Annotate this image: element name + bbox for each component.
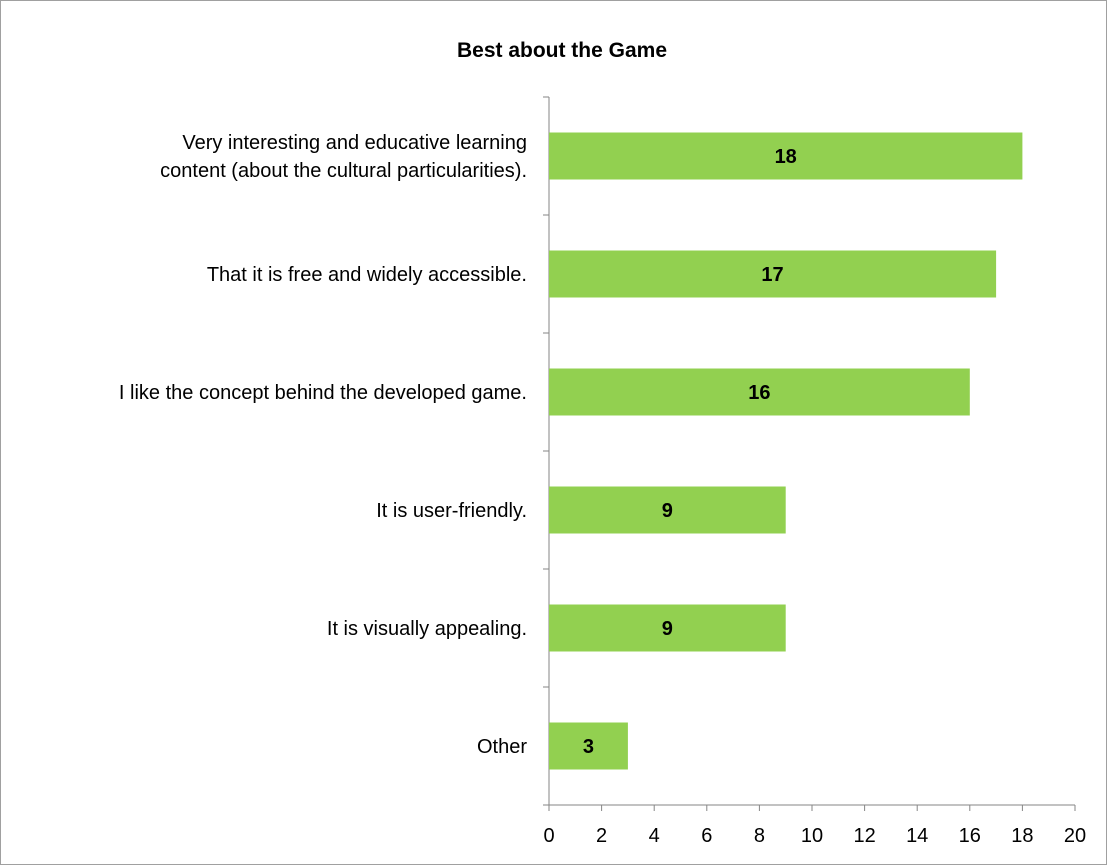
- data-label: 16: [748, 382, 770, 404]
- category-label: I like the concept behind the developed …: [119, 382, 527, 404]
- data-label: 18: [775, 146, 797, 168]
- bar: [549, 250, 997, 298]
- x-tick-label: 12: [853, 825, 875, 847]
- x-axis: 0 2 4 6 8 10 12 14 16 18 20: [543, 804, 1086, 847]
- data-label: 3: [583, 736, 594, 758]
- category-label: Very interesting and educative learning: [182, 132, 527, 154]
- data-label: 9: [662, 618, 673, 640]
- x-tick-label: 0: [543, 825, 554, 847]
- x-tick-label: 16: [959, 825, 981, 847]
- category-label: content (about the cultural particularit…: [160, 160, 527, 182]
- x-tick-label: 8: [754, 825, 765, 847]
- bar: [549, 722, 628, 770]
- category-label: Other: [477, 736, 527, 758]
- x-tick-label: 18: [1011, 825, 1033, 847]
- category-labels: Very interesting and educative learning c…: [119, 132, 527, 758]
- category-label: That it is free and widely accessible.: [207, 264, 527, 286]
- x-tick-label: 6: [701, 825, 712, 847]
- category-label: It is visually appealing.: [327, 618, 527, 640]
- bar: [549, 604, 786, 652]
- x-tick-label: 14: [906, 825, 928, 847]
- data-label: 17: [761, 264, 783, 286]
- y-axis: [543, 96, 550, 806]
- data-label: 9: [662, 500, 673, 522]
- chart-title: Best about the Game: [457, 39, 667, 62]
- x-tick-label: 4: [649, 825, 660, 847]
- bar: [549, 132, 1023, 180]
- bars: [549, 132, 1023, 770]
- x-tick-label: 20: [1064, 825, 1086, 847]
- data-labels: 18 17 16 9 9 3: [583, 146, 797, 758]
- x-tick-label: 10: [801, 825, 823, 847]
- bar: [549, 486, 786, 534]
- x-tick-label: 2: [596, 825, 607, 847]
- category-label: It is user-friendly.: [376, 500, 527, 522]
- bar: [549, 368, 970, 416]
